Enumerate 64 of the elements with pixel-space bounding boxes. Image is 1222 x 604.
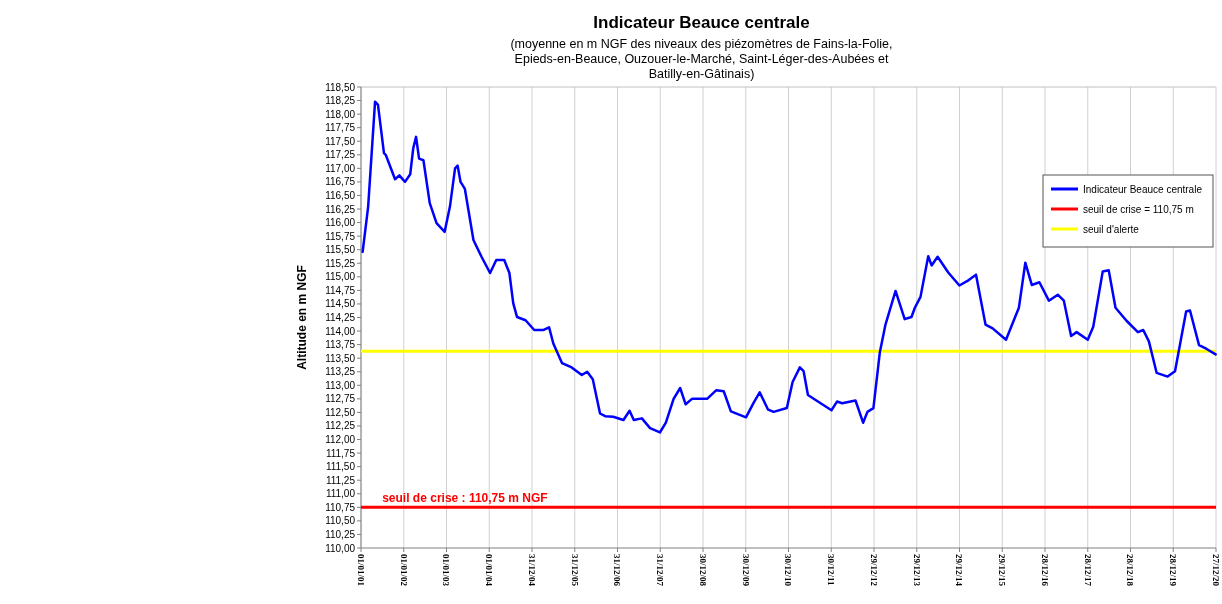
y-tick-label: 117,00 bbox=[325, 162, 356, 174]
y-tick-label: 117,50 bbox=[325, 135, 356, 147]
chart-subtitle: (moyenne en m NGF des niveaux des piézomètres de Fains-la-Folie, Epieds-en-Beauce, Ouzouer-le-Marché, Saint-Léger-des-Aubées et Batilly-en-Gâtinais) bbox=[510, 37, 893, 81]
y-tick-label: 114,00 bbox=[325, 325, 356, 337]
x-tick-label: 30/12/08 bbox=[697, 554, 708, 587]
x-tick-label: 01/01/04 bbox=[484, 554, 495, 587]
y-tick-label: 113,50 bbox=[325, 352, 356, 364]
y-tick-label: 118,50 bbox=[325, 81, 356, 93]
y-tick-label: 116,50 bbox=[325, 189, 356, 201]
y-tick-label: 114,75 bbox=[325, 284, 356, 296]
x-tick-label: 28/12/19 bbox=[1168, 554, 1179, 587]
x-tick-label: 31/12/06 bbox=[612, 554, 623, 587]
y-tick-label: 116,00 bbox=[325, 217, 356, 229]
x-tick-label: 31/12/07 bbox=[655, 554, 666, 587]
x-tick-label: 28/12/16 bbox=[1039, 554, 1050, 587]
y-tick-label: 111,75 bbox=[325, 447, 356, 459]
y-tick-label: 112,25 bbox=[325, 420, 356, 432]
y-tick-label: 113,00 bbox=[325, 379, 356, 391]
x-tick-label: 30/12/11 bbox=[826, 554, 837, 586]
x-tick-label: 01/01/01 bbox=[355, 554, 366, 587]
x-tick-label: 01/01/02 bbox=[398, 554, 409, 587]
y-axis-title: Altitude en m NGF bbox=[295, 265, 309, 370]
legend-label: seuil d'alerte bbox=[1083, 223, 1140, 235]
y-tick-label: 113,25 bbox=[325, 366, 356, 378]
y-tick-label: 113,75 bbox=[325, 339, 356, 351]
legend-label: Indicateur Beauce centrale bbox=[1083, 183, 1203, 195]
legend-label: seuil de crise = 110,75 m bbox=[1083, 203, 1194, 215]
chart-title: Indicateur Beauce centrale bbox=[593, 13, 810, 32]
y-tick-label: 112,75 bbox=[325, 393, 356, 405]
x-tick-label: 29/12/12 bbox=[868, 554, 879, 587]
x-tick-label: 31/12/04 bbox=[526, 554, 537, 587]
y-tick-label: 118,00 bbox=[325, 108, 356, 120]
y-tick-label: 118,25 bbox=[325, 95, 356, 107]
y-tick-label: 115,50 bbox=[325, 244, 356, 256]
y-tick-label: 117,25 bbox=[325, 149, 356, 161]
x-tick-label: 31/12/05 bbox=[569, 554, 580, 587]
x-tick-label: 27/12/20 bbox=[1210, 554, 1221, 587]
line-series bbox=[361, 100, 1217, 434]
y-tick-label: 114,25 bbox=[325, 312, 356, 323]
x-tick-label: 28/12/18 bbox=[1125, 554, 1136, 587]
y-tick-label: 115,00 bbox=[325, 271, 356, 283]
x-tick-label: 28/12/17 bbox=[1082, 554, 1093, 587]
y-tick-label: 115,75 bbox=[325, 230, 356, 242]
y-tick-label: 115,25 bbox=[325, 257, 356, 269]
y-tick-label: 116,75 bbox=[325, 176, 356, 188]
x-tick-label: 30/12/09 bbox=[740, 554, 751, 587]
x-tick-label: 29/12/14 bbox=[954, 554, 965, 587]
y-tick-label: 112,50 bbox=[325, 406, 356, 418]
y-tick-label: 114,50 bbox=[325, 298, 356, 310]
y-tick-label: 117,75 bbox=[325, 122, 356, 134]
y-tick-label: 116,25 bbox=[325, 203, 356, 215]
y-tick-label: 112,00 bbox=[325, 434, 356, 446]
x-tick-label: 29/12/13 bbox=[911, 554, 922, 587]
x-tick-label: 30/12/10 bbox=[783, 554, 794, 587]
x-tick-label: 01/01/03 bbox=[441, 554, 452, 587]
y-tick-label: 111,00 bbox=[325, 488, 356, 500]
x-tick-label: 29/12/15 bbox=[997, 554, 1008, 587]
y-tick-label: 110,75 bbox=[325, 501, 356, 513]
y-tick-label: 111,50 bbox=[325, 461, 356, 473]
y-tick-label: 110,25 bbox=[325, 528, 356, 540]
annotation: seuil de crise : 110,75 m NGF bbox=[382, 491, 548, 506]
y-tick-label: 110,00 bbox=[325, 542, 356, 554]
y-tick-label: 111,25 bbox=[325, 474, 356, 486]
y-tick-label: 110,50 bbox=[325, 515, 356, 527]
